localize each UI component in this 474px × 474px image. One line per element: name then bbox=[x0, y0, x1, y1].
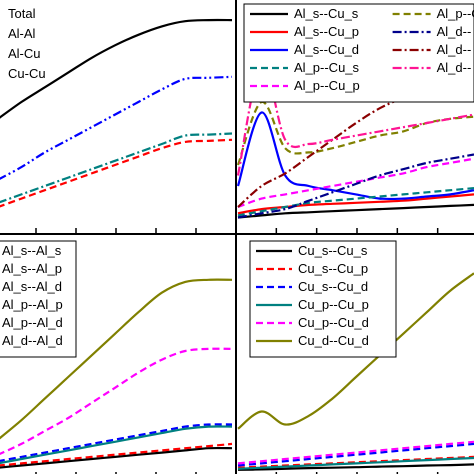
x-ticks bbox=[275, 472, 439, 474]
series-line-top-right-6 bbox=[237, 153, 474, 219]
legend-label: Al-Cu bbox=[8, 46, 41, 61]
legend-label: Cu_p--Cu_d bbox=[298, 315, 369, 330]
legend-top-left: Total Al-Al Al-Cu Cu-Cu bbox=[8, 6, 46, 81]
series-line-top-left-3 bbox=[0, 132, 233, 204]
series-line-bottom-left-4 bbox=[0, 347, 233, 456]
series-group bbox=[236, 63, 474, 219]
legend-box bbox=[249, 240, 397, 358]
series-group bbox=[237, 272, 474, 471]
series-line-bottom-left-0 bbox=[0, 446, 233, 469]
legend-label: Al_s--Cu_p bbox=[294, 24, 359, 39]
legend-label: Al_p--Cu_p bbox=[294, 78, 360, 93]
legend-label: Cu_s--Cu_p bbox=[298, 261, 368, 276]
panel-frame bbox=[235, 233, 474, 474]
legend-label: Al_s--Al_s bbox=[2, 243, 62, 258]
panel-top-right: Al_s--Cu_s Al_s--Cu_p Al_s--Cu_d Al_p--Cu_s… bbox=[235, 0, 474, 235]
legend-label: Al_p--Cu_d bbox=[437, 6, 474, 21]
legend-label: Cu_s--Cu_d bbox=[298, 279, 368, 294]
series-line-bottom-left-5 bbox=[0, 278, 233, 440]
legend-label: Cu_s--Cu_s bbox=[298, 243, 368, 258]
legend-label: Al_p--Al_d bbox=[2, 315, 63, 330]
legend-label: Al_d-- bbox=[437, 60, 472, 75]
legend-bottom-right: Cu_s--Cu_s Cu_s--Cu_p Cu_s--Cu_d Cu_p--Cu_p… bbox=[249, 240, 397, 358]
legend-bottom-left: Al_s--Al_s Al_s--Al_p Al_s--Al_d Al_p--Al_p… bbox=[0, 240, 77, 358]
series-line-top-right-0 bbox=[237, 203, 474, 219]
series-group bbox=[0, 278, 233, 469]
legend-label: Al_s--Al_p bbox=[2, 261, 62, 276]
legend-label: Al-Al bbox=[8, 26, 36, 41]
legend-label: Total bbox=[8, 6, 36, 21]
legend-label: Cu_p--Cu_p bbox=[298, 297, 369, 312]
legend-label: Al_d--Al_d bbox=[2, 333, 63, 348]
series-line-bottom-right-3 bbox=[237, 456, 474, 470]
legend-label: Al_d-- bbox=[437, 42, 472, 57]
series-line-top-right-1 bbox=[237, 193, 474, 215]
series-line-bottom-left-3 bbox=[0, 425, 233, 465]
legend-box bbox=[243, 3, 474, 103]
series-line-bottom-right-0 bbox=[237, 463, 474, 471]
series-line-top-right-2 bbox=[236, 111, 474, 201]
legend-label: Al_p--Al_p bbox=[2, 297, 63, 312]
panel-bottom-right: Cu_s--Cu_s Cu_s--Cu_p Cu_s--Cu_d Cu_p--Cu_p… bbox=[235, 233, 474, 474]
series-line-top-right-4 bbox=[237, 157, 474, 209]
series-line-top-left-2 bbox=[0, 138, 233, 208]
legend-top-right: Al_s--Cu_s Al_s--Cu_p Al_s--Cu_d Al_p--Cu_s… bbox=[243, 3, 474, 103]
legend-label: Al_s--Al_d bbox=[2, 279, 62, 294]
legend-label: Al_s--Cu_s bbox=[294, 6, 359, 21]
series-group bbox=[0, 18, 233, 208]
legend-label: Cu-Cu bbox=[8, 66, 46, 81]
legend-label: Cu_d--Cu_d bbox=[298, 333, 369, 348]
legend-box bbox=[0, 240, 77, 358]
legend-label: Al_d-- bbox=[437, 24, 472, 39]
legend-label: Al_p--Cu_s bbox=[294, 60, 360, 75]
series-line-top-left-0 bbox=[0, 18, 233, 119]
panel-bottom-left: Al_s--Al_s Al_s--Al_p Al_s--Al_d Al_p--Al_p… bbox=[0, 233, 237, 474]
series-line-bottom-right-5 bbox=[237, 272, 474, 430]
x-ticks bbox=[35, 472, 197, 474]
series-line-top-right-8 bbox=[236, 63, 474, 176]
legend-label: Al_s--Cu_d bbox=[294, 42, 359, 57]
series-line-top-left-1 bbox=[0, 75, 233, 180]
